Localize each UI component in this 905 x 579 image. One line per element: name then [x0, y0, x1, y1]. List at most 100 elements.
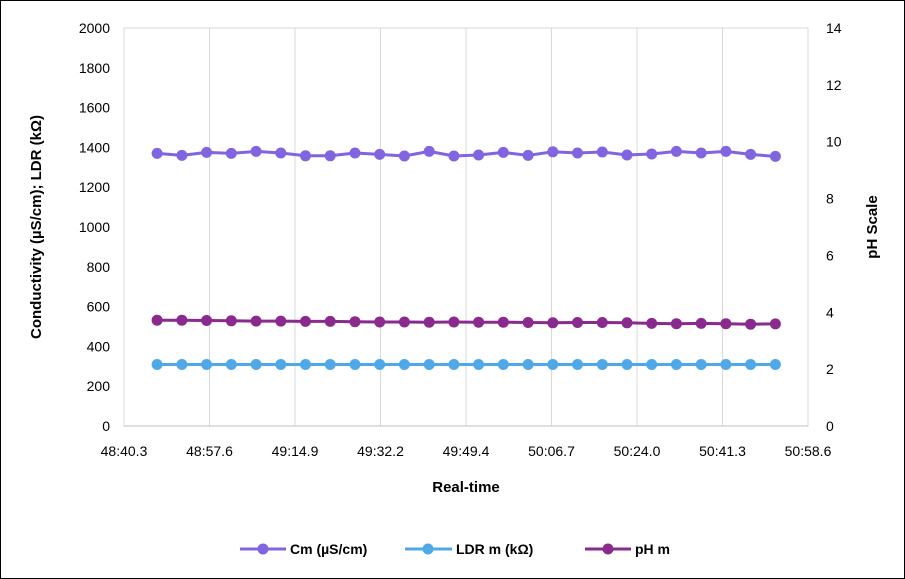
data-point: [720, 318, 732, 330]
y2-axis-title: pH Scale: [864, 195, 881, 258]
data-point: [300, 150, 311, 162]
data-point: [176, 314, 188, 326]
data-point: [745, 318, 757, 330]
data-point: [250, 145, 262, 157]
data-point: [670, 318, 682, 330]
data-point: [522, 317, 534, 328]
data-point: [695, 147, 707, 159]
data-point: [324, 150, 336, 162]
y2-tick-label: 2: [826, 361, 834, 377]
data-point: [646, 359, 658, 370]
y-tick-label: 400: [87, 338, 111, 354]
y-tick-label: 800: [87, 259, 111, 275]
data-point: [324, 315, 336, 327]
x-axis-title: Real-time: [432, 479, 500, 496]
data-point: [448, 359, 460, 370]
data-point: [398, 359, 410, 370]
data-point: [225, 315, 237, 327]
data-point: [547, 317, 559, 329]
legend-item-cm: Cm (µS/cm): [240, 541, 367, 557]
data-point: [596, 146, 608, 158]
y2-tick-label: 4: [826, 304, 834, 320]
data-point: [572, 317, 583, 328]
x-tick-label: 48:57.6: [186, 443, 233, 459]
data-point: [670, 145, 682, 157]
x-tick-label: 50:24.0: [614, 443, 661, 459]
data-point: [720, 145, 732, 157]
data-point: [250, 359, 262, 370]
y-tick-label: 600: [87, 299, 111, 315]
data-point: [151, 314, 163, 326]
data-point: [621, 359, 633, 370]
data-point: [720, 359, 732, 370]
data-point: [769, 318, 781, 330]
y-tick-label: 1600: [79, 100, 110, 116]
data-point: [250, 315, 262, 327]
y2-tick-label: 14: [826, 20, 842, 36]
data-point: [275, 359, 287, 370]
y2-tick-label: 10: [826, 134, 842, 150]
data-point: [201, 146, 213, 158]
data-point: [695, 317, 707, 329]
legend-label-ldr: LDR m (kΩ): [456, 541, 533, 557]
data-point: [225, 359, 237, 370]
grid-layer: [209, 28, 723, 426]
data-point: [324, 359, 336, 370]
data-point: [522, 359, 534, 370]
data-point: [497, 359, 509, 370]
y-tick-label: 1000: [79, 219, 110, 235]
legend-label-ph: pH m: [635, 541, 670, 557]
data-point: [497, 316, 509, 328]
data-point: [151, 359, 163, 370]
data-point: [695, 359, 707, 370]
data-point: [176, 149, 188, 161]
data-point: [621, 149, 633, 161]
data-point: [398, 150, 410, 162]
x-tick-label: 49:14.9: [272, 443, 319, 459]
data-point: [225, 147, 237, 159]
data-point: [349, 359, 361, 370]
data-point: [769, 150, 781, 162]
x-tick-label: 50:58.6: [785, 443, 832, 459]
y-tick-label: 1800: [79, 60, 110, 76]
y-axis-title: Conductivity (µS/cm); LDR (kΩ): [28, 115, 45, 339]
data-point: [448, 316, 460, 328]
data-point: [300, 359, 311, 370]
legend-item-ldr: LDR m (kΩ): [405, 541, 533, 557]
data-point: [201, 359, 213, 370]
data-point: [201, 315, 213, 326]
data-point: [423, 145, 435, 157]
data-point: [275, 315, 287, 327]
data-point: [621, 317, 633, 329]
data-point: [349, 147, 361, 159]
data-point: [547, 146, 559, 158]
data-point: [572, 359, 583, 370]
y2-tick-label: 8: [826, 191, 834, 207]
data-point: [374, 359, 386, 370]
legend-item-ph: pH m: [585, 541, 670, 557]
data-point: [176, 359, 188, 370]
data-point: [646, 317, 658, 329]
y-tick-label: 200: [87, 378, 111, 394]
data-point: [374, 148, 386, 160]
x-tick-label: 49:49.4: [443, 443, 490, 459]
legend-label-cm: Cm (µS/cm): [290, 541, 367, 557]
data-point: [745, 148, 757, 160]
data-point: [646, 148, 658, 160]
data-point: [423, 316, 435, 328]
data-point: [473, 149, 485, 161]
y-tick-label: 0: [102, 418, 110, 434]
x-tick-label: 48:40.3: [101, 443, 148, 459]
data-point: [769, 359, 781, 370]
data-point: [300, 315, 311, 327]
data-point: [596, 359, 608, 370]
y-tick-label: 2000: [79, 20, 110, 36]
data-point: [670, 359, 682, 370]
data-point: [448, 150, 460, 162]
y2-tick-label: 12: [826, 77, 842, 93]
data-point: [473, 316, 485, 328]
data-point: [349, 316, 361, 328]
data-point: [596, 317, 608, 328]
